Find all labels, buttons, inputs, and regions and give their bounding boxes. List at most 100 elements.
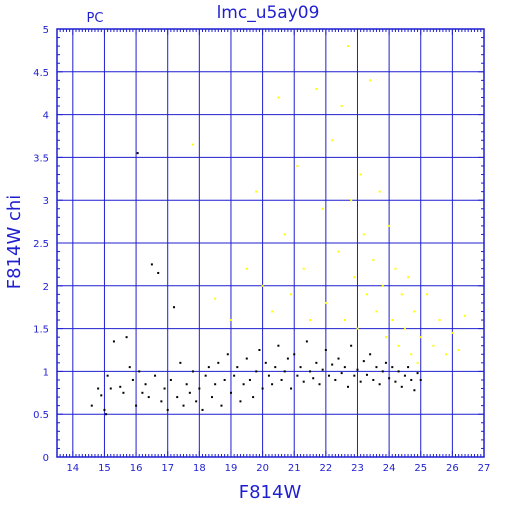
data-point: [365, 373, 368, 376]
data-point: [400, 293, 403, 296]
data-point: [312, 377, 315, 380]
data-point: [321, 368, 324, 371]
data-point: [283, 233, 286, 236]
data-point: [264, 361, 267, 364]
data-point: [280, 378, 283, 381]
data-point: [103, 408, 106, 411]
data-point: [223, 378, 226, 381]
x-tick-label: 20: [256, 463, 269, 474]
data-point: [290, 387, 293, 390]
data-points: [90, 45, 467, 416]
data-point: [328, 374, 331, 377]
data-point: [378, 190, 381, 193]
data-point: [343, 366, 346, 369]
data-point: [384, 336, 387, 339]
data-point: [293, 353, 296, 356]
data-point: [318, 383, 321, 386]
data-point: [362, 360, 365, 363]
data-point: [362, 233, 365, 236]
data-point: [388, 224, 391, 227]
data-point: [403, 327, 406, 330]
data-point: [252, 396, 255, 399]
x-tick-label: 25: [414, 463, 427, 474]
data-point: [179, 361, 182, 364]
data-point: [381, 370, 384, 373]
data-point: [204, 374, 207, 377]
data-point: [359, 380, 362, 383]
data-point: [299, 366, 302, 369]
data-point: [207, 366, 210, 369]
data-point: [350, 344, 353, 347]
data-point: [457, 349, 460, 351]
x-tick-label: 23: [351, 463, 364, 474]
data-point: [125, 336, 128, 339]
data-point: [106, 374, 109, 377]
data-point: [100, 394, 103, 397]
x-tick-label: 22: [319, 463, 332, 474]
data-point: [255, 370, 258, 373]
x-tick-label: 21: [288, 463, 301, 474]
data-point: [426, 293, 429, 296]
data-point: [340, 372, 343, 375]
data-point: [144, 383, 147, 386]
data-point: [271, 310, 274, 313]
data-point: [296, 374, 299, 377]
data-point: [302, 380, 305, 383]
data-point: [239, 400, 242, 403]
x-tick-label: 15: [98, 463, 111, 474]
tick-marks: [56, 28, 485, 458]
data-point: [245, 267, 248, 270]
data-point: [372, 378, 375, 381]
data-point: [407, 276, 410, 279]
data-point: [229, 319, 232, 322]
data-point: [220, 404, 223, 407]
data-point: [375, 366, 378, 369]
data-point: [419, 336, 422, 339]
data-point: [346, 385, 349, 388]
data-point: [258, 349, 261, 351]
data-point: [122, 391, 125, 394]
data-point: [391, 319, 394, 322]
data-point: [359, 173, 362, 176]
data-point: [416, 372, 419, 375]
data-point: [217, 361, 220, 364]
data-point: [112, 340, 115, 343]
data-point: [353, 276, 356, 279]
data-point: [378, 383, 381, 386]
y-tick-label: 4: [43, 111, 49, 122]
data-point: [226, 353, 229, 356]
data-point: [188, 391, 191, 394]
y-tick-label: 3.5: [33, 153, 49, 164]
data-point: [185, 383, 188, 386]
data-point: [236, 366, 239, 369]
data-point: [261, 284, 264, 287]
x-tick-label: 24: [383, 463, 396, 474]
x-axis-label: F814W: [239, 482, 302, 503]
data-point: [375, 310, 378, 313]
data-point: [150, 263, 153, 266]
data-point: [397, 370, 400, 373]
y-tick-label: 1: [43, 367, 49, 378]
data-point: [283, 370, 286, 373]
data-point: [416, 361, 419, 364]
data-point: [346, 45, 349, 48]
data-point: [128, 366, 131, 369]
data-point: [261, 387, 264, 390]
data-point: [214, 297, 217, 300]
data-point: [192, 370, 195, 373]
data-point: [394, 380, 397, 383]
data-point: [195, 400, 198, 403]
data-point: [394, 267, 397, 270]
data-point: [210, 396, 213, 399]
data-point: [407, 366, 410, 369]
data-point: [296, 164, 299, 167]
data-point: [445, 353, 448, 356]
data-point: [182, 404, 185, 407]
data-point: [413, 310, 416, 313]
data-point: [413, 389, 416, 392]
data-point: [334, 378, 337, 381]
tick-labels: 14 15 16 17 18 19 20 21 22 23 24 25 26 27 0 0.5 1 1.5 2 2.5…: [33, 25, 490, 474]
data-point: [135, 404, 138, 407]
data-point: [410, 353, 413, 356]
